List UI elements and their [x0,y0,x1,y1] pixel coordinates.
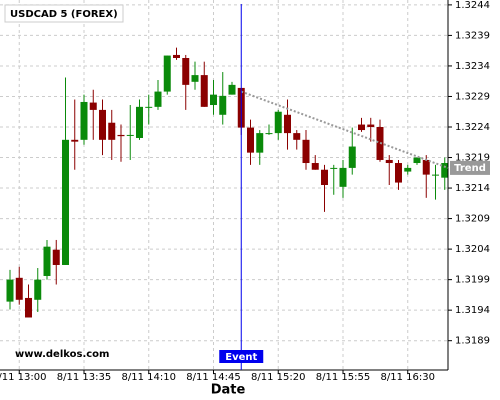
candle-body [385,159,393,164]
candle-body [163,55,171,92]
candle-body [89,102,97,110]
x-tick-label: 8/11 16:30 [381,372,435,383]
candle-body [302,139,310,164]
candle-body [404,167,412,172]
y-tick-label: 1.3244 [455,0,490,11]
candle-body [34,279,42,300]
candle-body [441,163,449,178]
candle-body [210,94,217,106]
event-label: Event [225,352,257,363]
trend-label: Trend [454,163,486,174]
chart-title: USDCAD 5 (FOREX) [10,9,118,20]
y-tick-label: 1.3224 [455,122,490,133]
x-tick-label: 8/11 15:55 [316,372,370,383]
candle-body [200,75,208,107]
candle-body [395,163,402,183]
candle-body [339,167,347,187]
candle-body [99,109,106,140]
x-tick-label: 8/11 14:45 [186,372,240,383]
candle-body [219,95,227,115]
y-tick-label: 1.3219 [455,153,490,164]
candle-body [25,297,32,318]
y-tick-label: 1.3199 [455,275,490,286]
candle-body [330,167,338,169]
title-box [4,4,124,23]
candle-body [136,106,143,138]
y-tick-label: 1.3209 [455,214,490,225]
candle-body [52,249,60,265]
candle-body [256,133,264,153]
candle-body [358,124,365,131]
candle-body [6,279,14,302]
candle-body [247,127,254,153]
candle-body [422,159,430,175]
candle-body [173,54,180,59]
candle-body [413,157,421,164]
x-tick-label: 8/11 15:20 [251,372,305,383]
y-tick-label: 1.3194 [455,305,490,316]
candle-body [154,91,162,107]
candle-body [80,101,88,140]
candle-body [108,122,116,140]
y-tick-label: 1.3204 [455,244,490,255]
watermark: www.delkos.com [15,349,109,360]
candle-body [284,114,291,134]
candle-body [367,124,375,127]
candle-body [274,111,282,134]
candle-body [191,75,199,82]
y-tick-label: 1.3239 [455,30,490,41]
candle-body [228,84,236,95]
candle-body [311,163,319,170]
trend-line [240,90,449,169]
y-tick-label: 1.3214 [455,183,490,194]
x-axis-title: Date [211,383,246,398]
x-tick-label: 8/11 13:00 [0,372,46,383]
candle-body [265,133,273,135]
candle-body [43,246,51,276]
x-tick-label: 8/11 13:35 [57,372,111,383]
x-tick-label: 8/11 14:10 [122,372,176,383]
trend-label-box [450,160,490,175]
candle-body [321,169,328,185]
candle-body [15,277,23,300]
candle-body [182,58,190,85]
y-tick-label: 1.3189 [455,336,490,347]
candle-body [432,174,439,176]
candle-body [117,134,125,137]
candle-body [126,134,134,136]
y-tick-label: 1.3229 [455,91,490,102]
y-tick-label: 1.3234 [455,61,490,72]
candle-body [62,139,69,265]
candle-body [348,146,356,168]
event-label-box [219,350,264,363]
candle-body [293,133,301,140]
candle-body [71,139,79,142]
candle-body [145,106,153,108]
